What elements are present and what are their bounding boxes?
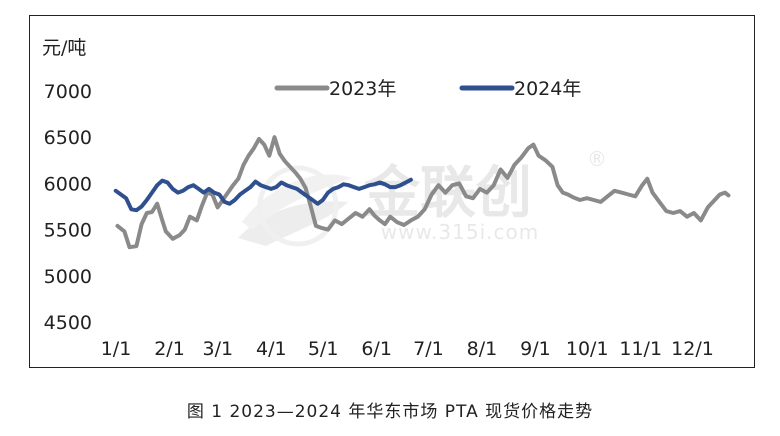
y-tick-label: 4500 [44,312,92,334]
legend-label-2: 2024年 [514,78,581,100]
price-line-chart: 金联创 ® www.315i.com 4500 5000 5500 6000 6500 7… [42,37,731,360]
x-tick-label: 10/1 [566,338,609,360]
x-tick-label: 8/1 [467,338,498,360]
x-tick-label: 7/1 [413,338,444,360]
axes: 4500 5000 5500 6000 6500 7000 1/1 2/1 3/1 4/1 5/1 6… [44,81,714,360]
y-tick-label: 5000 [44,266,92,288]
y-tick-label: 6000 [44,173,92,195]
series-layer [113,135,731,250]
x-tick-label: 12/1 [671,338,714,360]
figure-caption: 图 1 2023—2024 年华东市场 PTA 现货价格走势 [186,402,594,422]
y-axis-title: 元/吨 [42,37,86,59]
x-tick-label: 2/1 [154,338,185,360]
x-tick-label: 5/1 [308,338,339,360]
watermark-logo-icon [238,165,352,247]
series-line-2 [113,177,413,213]
x-tick-label: 6/1 [361,338,392,360]
y-tick-label: 6500 [44,127,92,149]
series-line-1 [115,135,731,250]
watermark: 金联创 ® www.315i.com [238,147,607,247]
x-tick-label: 1/1 [101,338,132,360]
x-tick-label: 4/1 [256,338,287,360]
legend: 2023年 2024年 [274,78,581,100]
x-tick-label: 9/1 [520,338,551,360]
y-tick-label: 5500 [44,220,92,242]
watermark-registered: ® [587,147,607,171]
legend-label-1: 2023年 [329,78,396,100]
x-tick-label: 3/1 [203,338,234,360]
y-tick-label: 7000 [44,81,92,103]
x-tick-label: 11/1 [619,338,662,360]
chart-frame: 金联创 ® www.315i.com 4500 5000 5500 6000 6500 7… [29,15,755,368]
